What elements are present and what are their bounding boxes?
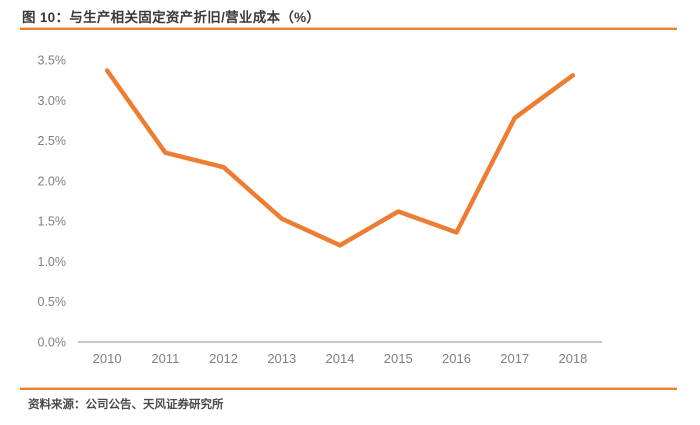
y-tick-label: 1.5% xyxy=(38,215,67,229)
x-tick-label: 2017 xyxy=(500,351,529,366)
data-series-line xyxy=(104,68,576,248)
figure-title: 图 10：与生产相关固定资产折旧/营业成本（%） xyxy=(22,10,321,25)
y-tick-label: 3.5% xyxy=(38,54,67,68)
y-tick-label: 0.5% xyxy=(38,295,67,309)
x-tick-label: 2011 xyxy=(151,351,179,366)
x-tick-label: 2010 xyxy=(93,351,122,366)
y-tick-label: 1.0% xyxy=(38,255,67,269)
footer-rule xyxy=(20,388,677,390)
x-tick-label: 2012 xyxy=(209,351,238,366)
x-tick-label: 2018 xyxy=(558,351,587,366)
x-tick-label: 2014 xyxy=(326,351,355,366)
y-tick-label: 2.0% xyxy=(38,174,67,188)
title-rule xyxy=(20,28,677,30)
x-tick-label: 2013 xyxy=(267,351,296,366)
x-tick-label: 2015 xyxy=(384,351,413,366)
y-tick-label: 3.0% xyxy=(38,94,67,108)
source-note: 资料来源：公司公告、天风证券研究所 xyxy=(28,399,224,411)
y-tick-label: 2.5% xyxy=(38,134,67,148)
y-tick-label: 0.0% xyxy=(38,336,67,350)
x-tick-label: 2016 xyxy=(442,351,471,366)
